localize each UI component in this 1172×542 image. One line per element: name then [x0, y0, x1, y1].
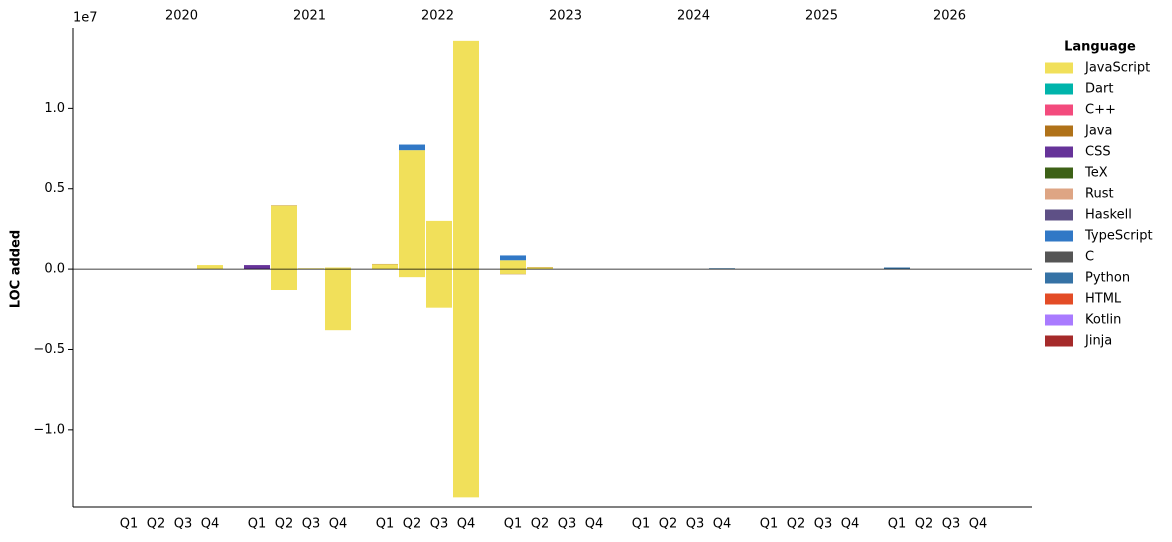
bar-negative	[500, 269, 526, 274]
x-tick-label: Q1	[632, 517, 651, 532]
legend-swatch	[1045, 251, 1073, 263]
bar	[298, 268, 324, 270]
legend-swatch	[1045, 125, 1073, 137]
x-tick-label: Q1	[248, 517, 267, 532]
legend-swatch	[1045, 83, 1073, 95]
bar	[453, 40, 479, 270]
legend-label: Java	[1084, 124, 1112, 139]
x-tick-label: Q4	[201, 517, 220, 532]
x-tick-label: Q2	[403, 517, 422, 532]
x-tick-label: Q3	[814, 517, 833, 532]
bar	[527, 267, 553, 270]
y-tick-label: −1.0	[33, 422, 65, 437]
x-tick-label: Q1	[376, 517, 395, 532]
bar	[372, 264, 398, 270]
x-tick-label: Q3	[302, 517, 321, 532]
x-tick-label: Q3	[686, 517, 705, 532]
x-tick-label: Q1	[888, 517, 907, 532]
bar	[399, 150, 425, 270]
y-tick-label: 1.0	[44, 101, 65, 116]
x-tick-label: Q4	[457, 517, 476, 532]
bar-negative	[271, 269, 297, 291]
y-tick-label: −0.5	[33, 342, 65, 357]
year-label: 2022	[421, 9, 454, 24]
year-label: 2024	[677, 9, 710, 24]
x-tick-label: Q2	[275, 517, 294, 532]
year-label: 2020	[165, 9, 198, 24]
legend-swatch	[1045, 104, 1073, 116]
bar-negative	[325, 269, 351, 331]
x-tick-label: Q4	[841, 517, 860, 532]
bar	[325, 267, 351, 270]
x-tick-label: Q2	[147, 517, 166, 532]
bar	[197, 265, 223, 270]
x-tick-label: Q4	[969, 517, 988, 532]
bar	[271, 205, 297, 270]
legend-swatch	[1045, 167, 1073, 179]
y-offset-label: 1e7	[73, 11, 98, 26]
legend-label: TeX	[1084, 166, 1108, 181]
x-tick-label: Q3	[430, 517, 449, 532]
legend-swatch	[1045, 314, 1073, 326]
legend-label: Python	[1085, 271, 1130, 286]
y-tick-label: 0.0	[44, 262, 65, 277]
legend-swatch	[1045, 146, 1073, 158]
year-label: 2021	[293, 9, 326, 24]
x-tick-label: Q4	[329, 517, 348, 532]
legend-label: CSS	[1085, 145, 1111, 160]
legend-swatch	[1045, 335, 1073, 347]
x-tick-label: Q2	[915, 517, 934, 532]
legend-label: Dart	[1085, 82, 1113, 97]
legend-swatch	[1045, 188, 1073, 200]
bar-negative	[426, 269, 452, 308]
y-axis-label: LOC added	[9, 230, 24, 308]
x-tick-label: Q3	[942, 517, 961, 532]
year-label: 2023	[549, 9, 582, 24]
legend-swatch	[1045, 62, 1073, 74]
legend-label: Kotlin	[1085, 313, 1121, 328]
legend-swatch	[1045, 209, 1073, 221]
bar	[244, 265, 270, 270]
bar	[709, 268, 735, 270]
year-label: 2026	[933, 9, 966, 24]
x-tick-label: Q3	[174, 517, 193, 532]
x-tick-label: Q2	[531, 517, 550, 532]
legend-label: TypeScript	[1084, 229, 1153, 244]
legend-label: JavaScript	[1084, 61, 1150, 76]
legend-label: HTML	[1085, 292, 1122, 307]
legend-label: C++	[1085, 103, 1116, 118]
x-tick-label: Q4	[585, 517, 604, 532]
legend-label: Haskell	[1085, 208, 1132, 223]
x-tick-label: Q1	[760, 517, 779, 532]
x-tick-label: Q1	[504, 517, 523, 532]
legend-label: Jinja	[1084, 334, 1112, 349]
legend-label: Rust	[1085, 187, 1114, 202]
bar	[500, 255, 526, 261]
bar-negative	[399, 269, 425, 278]
x-tick-label: Q2	[659, 517, 678, 532]
bar	[884, 267, 910, 270]
x-tick-label: Q3	[558, 517, 577, 532]
bar	[500, 260, 526, 270]
bar-negative	[453, 269, 479, 498]
x-tick-label: Q1	[120, 517, 139, 532]
x-tick-label: Q2	[787, 517, 806, 532]
legend-title: Language	[1064, 40, 1136, 55]
x-tick-label: Q4	[713, 517, 732, 532]
legend-label: C	[1085, 250, 1094, 265]
bar	[426, 220, 452, 270]
y-tick-label: 0.5	[44, 181, 65, 196]
year-label: 2025	[805, 9, 838, 24]
bar	[399, 144, 425, 151]
legend-swatch	[1045, 293, 1073, 305]
legend-swatch	[1045, 272, 1073, 284]
legend-swatch	[1045, 230, 1073, 242]
